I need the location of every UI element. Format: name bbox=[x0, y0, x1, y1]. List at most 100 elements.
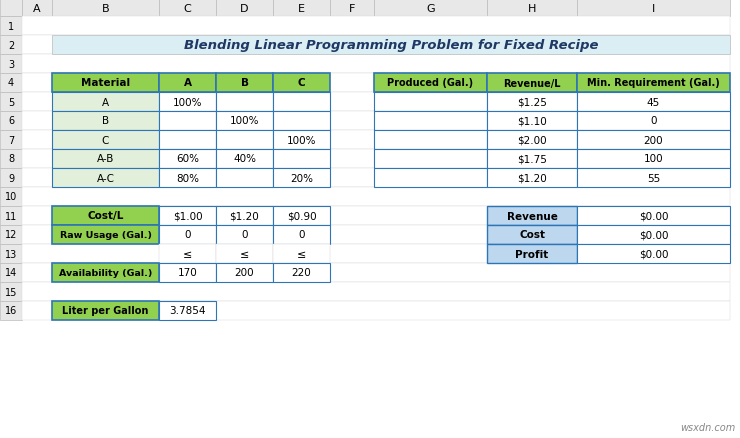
Bar bbox=[159, 93, 216, 112]
Bar bbox=[159, 169, 216, 187]
Bar bbox=[273, 263, 330, 283]
Bar bbox=[374, 112, 487, 131]
Bar bbox=[0, 36, 22, 55]
Text: 3.7854: 3.7854 bbox=[169, 306, 206, 316]
Bar bbox=[273, 131, 330, 150]
Bar bbox=[159, 244, 216, 263]
Bar bbox=[487, 112, 577, 131]
Bar bbox=[52, 36, 730, 55]
Bar bbox=[0, 169, 22, 187]
Text: 0: 0 bbox=[184, 230, 191, 240]
Text: Availability (Gal.): Availability (Gal.) bbox=[58, 268, 152, 277]
Text: Cost: Cost bbox=[519, 230, 545, 240]
Text: 14: 14 bbox=[5, 268, 17, 278]
Bar bbox=[273, 169, 330, 187]
Text: 11: 11 bbox=[5, 211, 17, 221]
Text: G: G bbox=[426, 4, 435, 14]
Text: 20%: 20% bbox=[290, 173, 313, 183]
Bar bbox=[487, 169, 577, 187]
Bar bbox=[52, 301, 159, 320]
Text: Raw Usage (Gal.): Raw Usage (Gal.) bbox=[59, 230, 152, 240]
Text: B: B bbox=[102, 116, 109, 126]
Bar bbox=[22, 226, 730, 244]
Bar bbox=[216, 150, 273, 169]
Bar bbox=[577, 150, 730, 169]
Bar bbox=[0, 283, 22, 301]
Text: 10: 10 bbox=[5, 192, 17, 202]
Bar bbox=[52, 169, 159, 187]
Bar bbox=[487, 244, 577, 263]
Text: 55: 55 bbox=[647, 173, 660, 183]
Bar bbox=[216, 0, 273, 17]
Text: 8: 8 bbox=[8, 154, 14, 164]
Text: 12: 12 bbox=[5, 230, 17, 240]
Bar bbox=[22, 74, 730, 93]
Text: 100: 100 bbox=[644, 154, 663, 164]
Text: $1.10: $1.10 bbox=[517, 116, 547, 126]
Text: 5: 5 bbox=[8, 97, 14, 107]
Bar bbox=[22, 36, 730, 55]
Text: A: A bbox=[33, 4, 41, 14]
Text: 1: 1 bbox=[8, 21, 14, 32]
Text: F: F bbox=[349, 4, 355, 14]
Bar bbox=[273, 150, 330, 169]
Text: 200: 200 bbox=[644, 135, 663, 145]
Bar bbox=[577, 74, 730, 93]
Text: 4: 4 bbox=[8, 78, 14, 88]
Bar bbox=[216, 263, 273, 283]
Bar bbox=[22, 17, 730, 36]
Bar bbox=[159, 0, 216, 17]
Bar bbox=[159, 112, 216, 131]
Text: B: B bbox=[101, 4, 110, 14]
Text: 100%: 100% bbox=[172, 97, 202, 107]
Bar bbox=[216, 112, 273, 131]
Bar bbox=[52, 0, 159, 17]
Bar bbox=[0, 244, 22, 263]
Text: 0: 0 bbox=[241, 230, 248, 240]
Bar bbox=[22, 301, 730, 320]
Text: 15: 15 bbox=[5, 287, 17, 297]
Text: 16: 16 bbox=[5, 306, 17, 316]
Bar bbox=[273, 93, 330, 112]
Text: $0.90: $0.90 bbox=[286, 211, 316, 221]
Bar bbox=[487, 74, 577, 93]
Bar bbox=[374, 93, 487, 112]
Text: Liter per Gallon: Liter per Gallon bbox=[62, 306, 149, 316]
Text: 40%: 40% bbox=[233, 154, 256, 164]
Text: C: C bbox=[102, 135, 110, 145]
Text: 7: 7 bbox=[8, 135, 14, 145]
Text: ≤: ≤ bbox=[297, 249, 306, 259]
Bar bbox=[52, 93, 159, 112]
Text: D: D bbox=[240, 4, 249, 14]
Bar bbox=[52, 112, 159, 131]
Bar bbox=[577, 244, 730, 263]
Text: C: C bbox=[297, 78, 306, 88]
Bar bbox=[159, 131, 216, 150]
Bar bbox=[52, 226, 159, 244]
Text: $1.75: $1.75 bbox=[517, 154, 547, 164]
Bar bbox=[216, 169, 273, 187]
Bar bbox=[0, 93, 22, 112]
Bar bbox=[216, 207, 273, 226]
Text: 200: 200 bbox=[235, 268, 255, 278]
Text: Material: Material bbox=[81, 78, 130, 88]
Text: 9: 9 bbox=[8, 173, 14, 183]
Text: $1.20: $1.20 bbox=[517, 173, 547, 183]
Text: 80%: 80% bbox=[176, 173, 199, 183]
Bar bbox=[216, 131, 273, 150]
Text: $1.20: $1.20 bbox=[229, 211, 260, 221]
Bar bbox=[22, 150, 730, 169]
Bar bbox=[273, 244, 330, 263]
Bar bbox=[22, 93, 730, 112]
Text: 60%: 60% bbox=[176, 154, 199, 164]
Bar bbox=[487, 131, 577, 150]
Text: Profit: Profit bbox=[515, 249, 548, 259]
Bar bbox=[0, 17, 22, 36]
Bar bbox=[22, 263, 730, 283]
Bar bbox=[22, 207, 730, 226]
Bar bbox=[216, 226, 273, 244]
Bar bbox=[0, 301, 22, 320]
Bar bbox=[52, 74, 159, 93]
Bar bbox=[0, 55, 22, 74]
Text: $0.00: $0.00 bbox=[639, 230, 668, 240]
